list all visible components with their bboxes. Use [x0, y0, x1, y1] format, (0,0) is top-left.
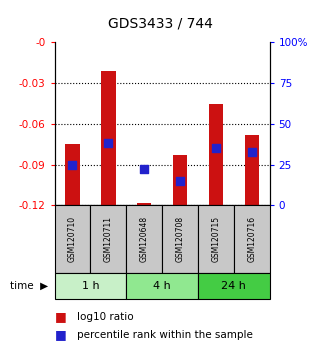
- Text: GSM120708: GSM120708: [176, 216, 185, 262]
- Point: [249, 149, 254, 154]
- Bar: [209, 104, 223, 205]
- Bar: [245, 135, 259, 205]
- Text: GSM120710: GSM120710: [68, 216, 77, 262]
- Text: 1 h: 1 h: [82, 281, 99, 291]
- Bar: [198, 273, 270, 299]
- Bar: [137, 202, 152, 205]
- Text: time  ▶: time ▶: [10, 281, 48, 291]
- Point: [106, 141, 111, 146]
- Bar: [55, 205, 91, 273]
- Point: [142, 167, 147, 172]
- Text: 4 h: 4 h: [153, 281, 171, 291]
- Text: percentile rank within the sample: percentile rank within the sample: [77, 330, 253, 339]
- Bar: [198, 205, 234, 273]
- Text: 24 h: 24 h: [221, 281, 246, 291]
- Text: GSM120715: GSM120715: [211, 216, 221, 262]
- Text: log10 ratio: log10 ratio: [77, 312, 134, 322]
- Text: GSM120716: GSM120716: [247, 216, 256, 262]
- Point: [70, 162, 75, 167]
- Bar: [162, 205, 198, 273]
- Text: ■: ■: [55, 310, 66, 323]
- Bar: [91, 205, 126, 273]
- Point: [178, 178, 183, 184]
- Bar: [126, 273, 198, 299]
- Text: GDS3433 / 744: GDS3433 / 744: [108, 16, 213, 30]
- Bar: [234, 205, 270, 273]
- Bar: [65, 144, 80, 205]
- Bar: [55, 273, 126, 299]
- Point: [213, 145, 218, 151]
- Text: GSM120711: GSM120711: [104, 216, 113, 262]
- Text: ■: ■: [55, 328, 66, 341]
- Bar: [101, 71, 116, 205]
- Text: GSM120648: GSM120648: [140, 216, 149, 262]
- Bar: [173, 155, 187, 205]
- Bar: [126, 205, 162, 273]
